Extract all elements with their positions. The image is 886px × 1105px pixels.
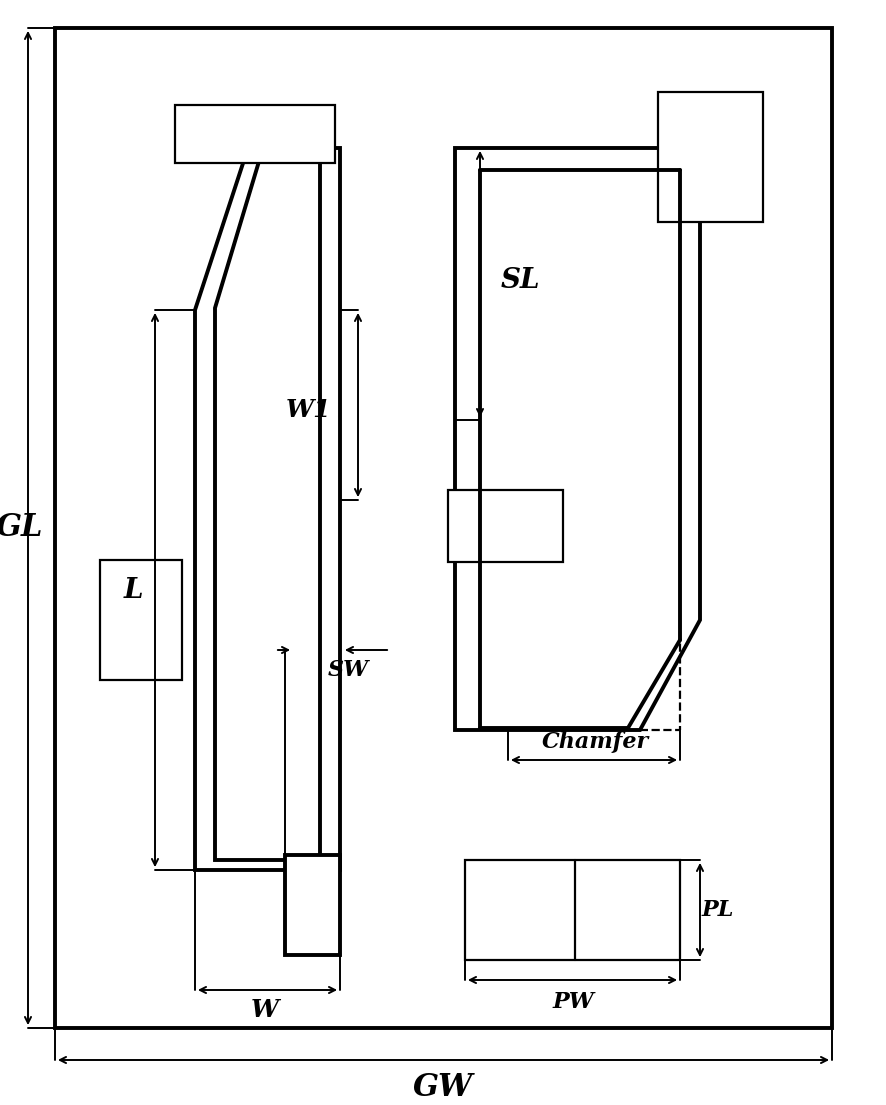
Text: GL: GL bbox=[0, 513, 43, 544]
Polygon shape bbox=[195, 148, 339, 870]
Text: SW: SW bbox=[327, 659, 369, 681]
Text: Chamfer: Chamfer bbox=[540, 732, 648, 753]
Polygon shape bbox=[455, 148, 699, 730]
Text: SL: SL bbox=[500, 266, 540, 294]
Bar bbox=[447, 490, 563, 562]
Bar bbox=[175, 105, 335, 164]
Bar bbox=[100, 560, 182, 680]
Polygon shape bbox=[214, 158, 320, 860]
Text: GW: GW bbox=[412, 1073, 472, 1104]
Text: L: L bbox=[123, 577, 143, 603]
Text: PL: PL bbox=[701, 899, 734, 920]
Bar bbox=[284, 855, 339, 955]
Bar bbox=[657, 92, 762, 222]
Text: PW: PW bbox=[551, 991, 594, 1013]
Bar bbox=[55, 28, 831, 1028]
Text: W1: W1 bbox=[285, 398, 330, 422]
Text: W: W bbox=[251, 998, 279, 1022]
Polygon shape bbox=[479, 170, 680, 728]
Bar bbox=[464, 860, 680, 960]
